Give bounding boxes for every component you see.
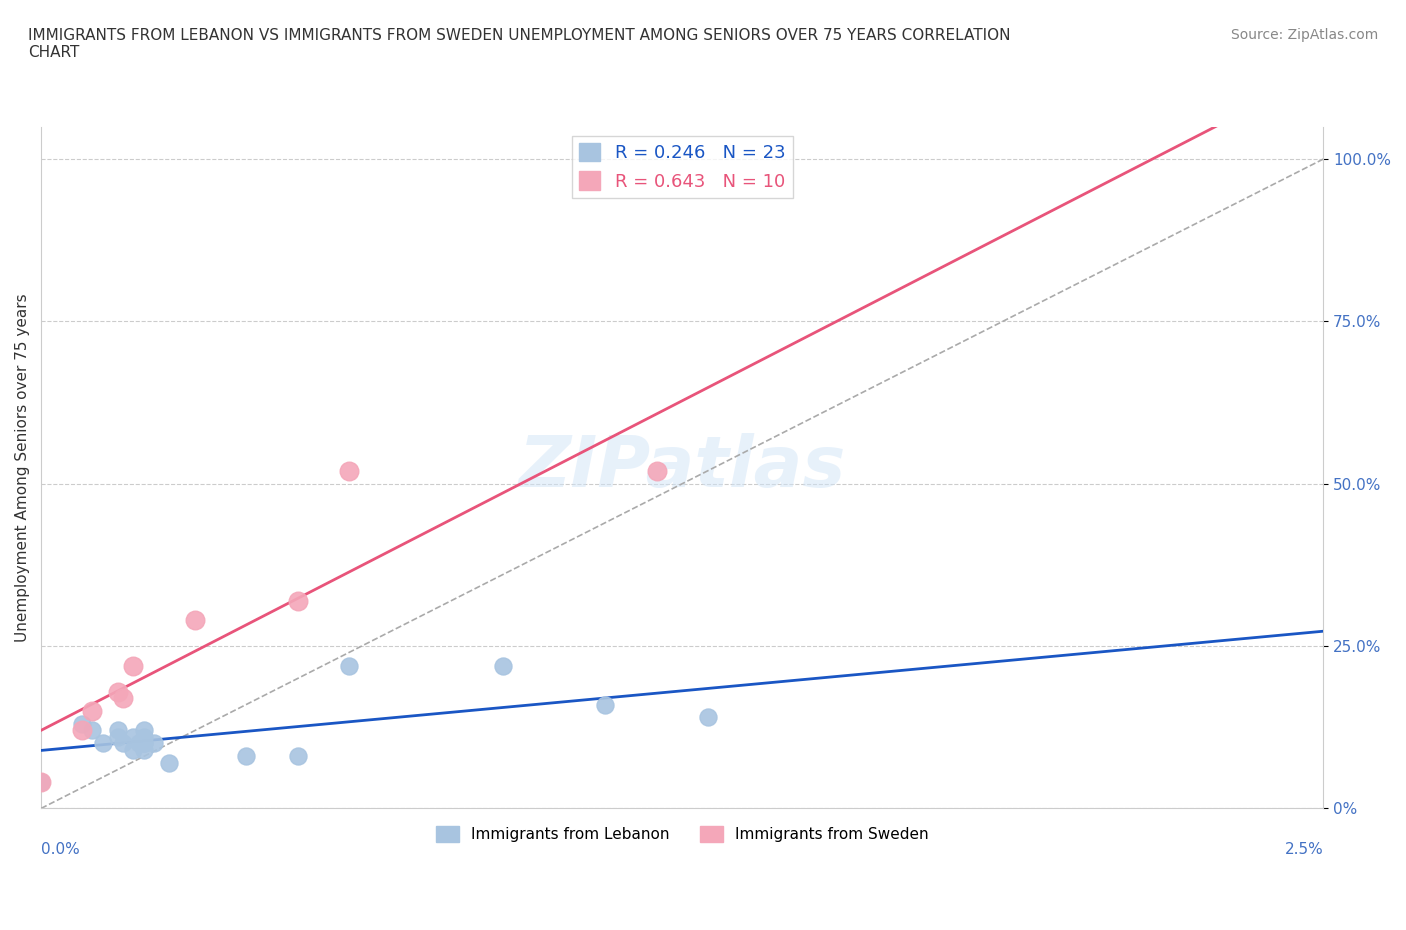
Point: [91, 736, 114, 751]
Point: [122, 658, 145, 673]
Text: 2.5%: 2.5%: [1285, 843, 1323, 857]
Point: [128, 736, 150, 751]
Point: [70, 716, 93, 731]
Point: [132, 723, 155, 737]
Point: [157, 755, 180, 770]
Point: [107, 723, 129, 737]
Point: [82, 723, 104, 737]
Point: [122, 729, 145, 744]
Y-axis label: Unemployment Among Seniors over 75 years: Unemployment Among Seniors over 75 years: [15, 293, 30, 642]
Point: [30, 775, 52, 790]
Point: [132, 736, 155, 751]
Text: 0.0%: 0.0%: [41, 843, 80, 857]
Point: [287, 593, 309, 608]
Legend: R = 0.246   N = 23, R = 0.643   N = 10: R = 0.246 N = 23, R = 0.643 N = 10: [572, 136, 793, 198]
Point: [107, 684, 129, 699]
Point: [82, 704, 104, 719]
Point: [287, 749, 309, 764]
Point: [593, 698, 616, 712]
Point: [337, 658, 360, 673]
Point: [696, 710, 718, 724]
Point: [70, 723, 93, 737]
Point: [142, 736, 165, 751]
Text: Source: ZipAtlas.com: Source: ZipAtlas.com: [1230, 28, 1378, 42]
Text: IMMIGRANTS FROM LEBANON VS IMMIGRANTS FROM SWEDEN UNEMPLOYMENT AMONG SENIORS OVE: IMMIGRANTS FROM LEBANON VS IMMIGRANTS FR…: [28, 28, 1011, 60]
Point: [645, 463, 668, 478]
Point: [132, 729, 155, 744]
Point: [492, 658, 515, 673]
Point: [132, 736, 155, 751]
Point: [112, 691, 135, 706]
Point: [122, 742, 145, 757]
Point: [112, 736, 135, 751]
Point: [132, 742, 155, 757]
Text: ZIPatlas: ZIPatlas: [519, 433, 846, 502]
Point: [235, 749, 257, 764]
Point: [107, 729, 129, 744]
Point: [30, 775, 52, 790]
Point: [337, 463, 360, 478]
Point: [184, 613, 207, 628]
